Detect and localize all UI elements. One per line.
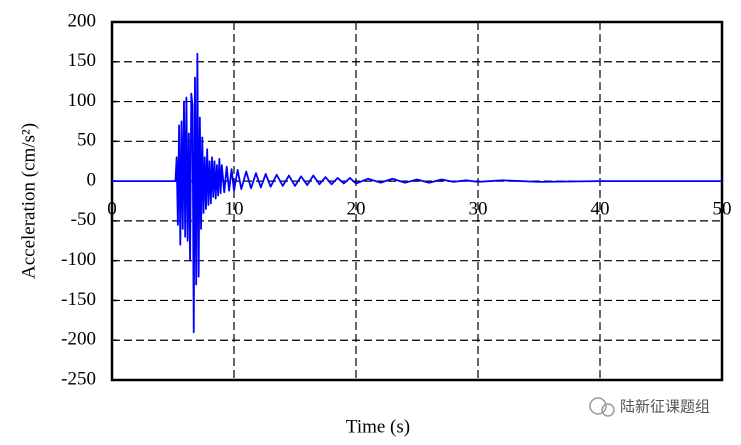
y-tick-label: -200	[61, 329, 96, 350]
x-tick-label: 40	[591, 198, 610, 219]
data-line	[112, 52, 722, 334]
y-tick-label: 0	[87, 169, 97, 190]
y-tick-label: 200	[68, 10, 97, 31]
watermark-icon	[589, 397, 615, 417]
y-axis-label: Acceleration (cm/s²)	[18, 123, 39, 279]
y-tick-label: -100	[61, 249, 96, 270]
y-tick-label: -50	[71, 209, 96, 230]
x-axis-label: Time (s)	[346, 416, 410, 437]
x-tick-label: 10	[225, 198, 244, 219]
y-tick-label: 100	[68, 90, 97, 111]
plot-frame	[110, 20, 724, 382]
x-tick-label: 20	[347, 198, 366, 219]
y-tick-label: -250	[61, 368, 96, 389]
y-tick-label: 150	[68, 50, 97, 71]
y-tick-label: -150	[61, 289, 96, 310]
y-tick-label: 50	[77, 130, 96, 151]
x-tick-label: 30	[469, 198, 488, 219]
watermark: 陆新征课题组	[620, 398, 710, 416]
